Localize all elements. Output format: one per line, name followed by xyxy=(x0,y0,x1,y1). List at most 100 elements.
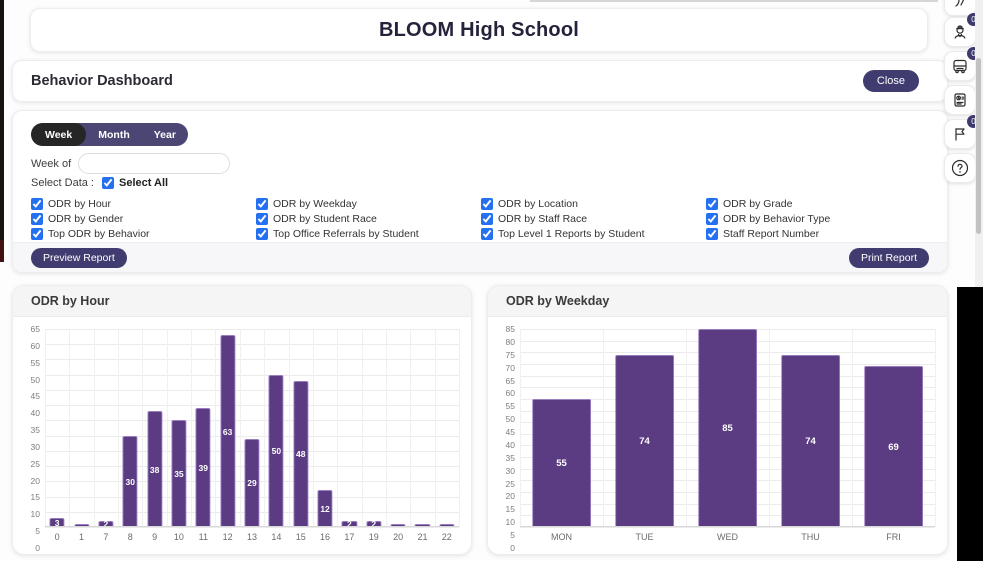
data-option-checkbox[interactable]: ODR by Behavior Type xyxy=(706,212,931,226)
checkbox-input[interactable] xyxy=(481,198,493,210)
checkbox-label: Top Level 1 Reports by Student xyxy=(498,228,645,240)
flag-icon xyxy=(955,128,965,141)
bus-icon-button[interactable]: 0 xyxy=(944,47,980,81)
data-option-checkbox[interactable]: ODR by Hour xyxy=(31,197,256,211)
y-tick-label: 30 xyxy=(505,465,515,476)
checkbox-input[interactable] xyxy=(706,228,718,240)
flag-icon-button[interactable]: 0 xyxy=(944,115,980,149)
checkbox-input[interactable] xyxy=(31,228,43,240)
bar: 39 xyxy=(195,408,211,527)
checkbox-input[interactable] xyxy=(481,228,493,240)
select-all-checkbox-input[interactable] xyxy=(101,177,114,189)
bar-value-label: 35 xyxy=(174,469,184,480)
checkbox-input[interactable] xyxy=(256,228,268,240)
checkbox-label: ODR by Location xyxy=(498,198,578,210)
checkbox-input[interactable] xyxy=(31,213,43,225)
y-tick-label: 40 xyxy=(30,408,40,419)
data-option-checkbox[interactable]: Top Level 1 Reports by Student xyxy=(481,227,706,241)
chart-card-odr-by-weekday: ODR by Weekday 85 80 75 70 65 60 55 50 45 40 35 30 2… xyxy=(487,285,948,555)
bar xyxy=(73,523,90,527)
x-tick-label: 16 xyxy=(320,532,331,542)
data-option-checkbox[interactable]: ODR by Student Race xyxy=(256,212,481,226)
plot-area: 55 74 85 74 69 xyxy=(520,329,936,528)
period-tabs: Week Month Year xyxy=(31,123,188,146)
close-button[interactable]: Close xyxy=(862,70,919,92)
x-tick-label: 8 xyxy=(127,532,133,542)
bar: 50 xyxy=(268,374,284,527)
week-of-input[interactable] xyxy=(78,153,231,174)
data-option-checkbox[interactable]: ODR by Gender xyxy=(31,212,256,226)
bar-value-label: 39 xyxy=(198,463,209,474)
gridline xyxy=(69,329,71,527)
y-tick-label: 45 xyxy=(30,391,40,402)
y-tick-label: 65 xyxy=(30,324,40,334)
data-option-checkbox[interactable]: Top Office Referrals by Student xyxy=(256,227,481,241)
bar: 48 xyxy=(293,380,309,527)
plot-area: 3 2 30 38 35 39 63 29 50 48 12 2 2 xyxy=(45,329,460,529)
y-tick-label: 45 xyxy=(505,427,515,438)
y-tick-label: 5 xyxy=(510,530,515,541)
filter-footer: Preview Report Print Report xyxy=(13,242,947,272)
x-tick-label: 13 xyxy=(246,532,258,542)
x-tick-label: 17 xyxy=(344,532,355,542)
gridline xyxy=(45,405,459,407)
gridline xyxy=(93,329,95,527)
scrollbar-thumb[interactable] xyxy=(976,58,981,234)
bar: 3 xyxy=(49,517,65,528)
checkbox-input[interactable] xyxy=(706,198,718,210)
week-of-label: Week of xyxy=(31,157,72,170)
bar: 69 xyxy=(863,366,924,527)
y-tick-label: 15 xyxy=(30,492,40,503)
checkbox-input[interactable] xyxy=(31,198,43,210)
tab-month[interactable]: Month xyxy=(98,128,130,141)
gridline xyxy=(312,329,314,527)
preview-report-button[interactable]: Preview Report xyxy=(31,247,127,268)
gridline xyxy=(45,435,459,437)
y-tick-label: 30 xyxy=(30,441,40,452)
x-tick-label: 14 xyxy=(271,532,282,542)
checkbox-input[interactable] xyxy=(256,198,268,210)
gridline xyxy=(118,329,120,527)
y-tick-label: 35 xyxy=(505,452,515,463)
tab-week[interactable]: Week xyxy=(31,123,87,146)
checkbox-column: ODR by Grade ODR by Behavior Type Staff Re… xyxy=(706,197,931,241)
x-axis-baseline xyxy=(45,526,459,527)
data-option-checkbox[interactable]: ODR by Weekday xyxy=(256,197,481,211)
dashboard-title: Behavior Dashboard xyxy=(31,73,173,89)
driver-icon-button[interactable]: 0 xyxy=(944,13,980,47)
gridline xyxy=(45,359,459,361)
data-option-checkbox[interactable]: ODR by Staff Race xyxy=(481,212,706,226)
y-tick-label: 10 xyxy=(505,517,515,528)
x-tick-label: 9 xyxy=(152,532,158,542)
checkbox-input[interactable] xyxy=(256,213,268,225)
checkbox-input[interactable] xyxy=(706,213,718,225)
y-tick-label: 65 xyxy=(505,375,515,386)
data-option-checkbox[interactable]: ODR by Grade xyxy=(706,197,931,211)
y-tick-label: 25 xyxy=(505,478,515,489)
y-tick-label: 85 xyxy=(505,324,515,334)
y-tick-label: 20 xyxy=(505,491,515,502)
x-tick-label: TUE xyxy=(635,532,654,542)
scrollbar-track xyxy=(975,0,983,287)
print-report-button[interactable]: Print Report xyxy=(848,247,929,268)
bar: 2 xyxy=(98,519,114,529)
bar-value-label: 38 xyxy=(149,464,160,475)
checkbox-column: ODR by Weekday ODR by Student Race Top Off… xyxy=(256,197,481,241)
y-tick-label: 55 xyxy=(505,401,515,412)
tab-year[interactable]: Year xyxy=(153,128,176,141)
journal-icon-button[interactable] xyxy=(944,85,976,115)
x-tick-label: MON xyxy=(551,532,572,542)
gridline xyxy=(385,329,387,527)
data-option-checkbox[interactable]: Top ODR by Behavior xyxy=(31,227,256,241)
gridline xyxy=(45,374,459,376)
checkbox-input[interactable] xyxy=(481,213,493,225)
bar: 55 xyxy=(531,398,592,527)
school-header-card: BLOOM High School xyxy=(30,8,928,52)
select-all-checkbox[interactable]: Select All xyxy=(101,177,168,189)
bar-value-label: 63 xyxy=(222,426,233,437)
gridline xyxy=(45,329,459,330)
help-icon-button[interactable] xyxy=(944,153,976,183)
data-option-checkbox[interactable]: ODR by Location xyxy=(481,197,706,211)
y-tick-label: 25 xyxy=(30,458,40,469)
data-option-checkbox[interactable]: Staff Report Number xyxy=(706,227,931,241)
